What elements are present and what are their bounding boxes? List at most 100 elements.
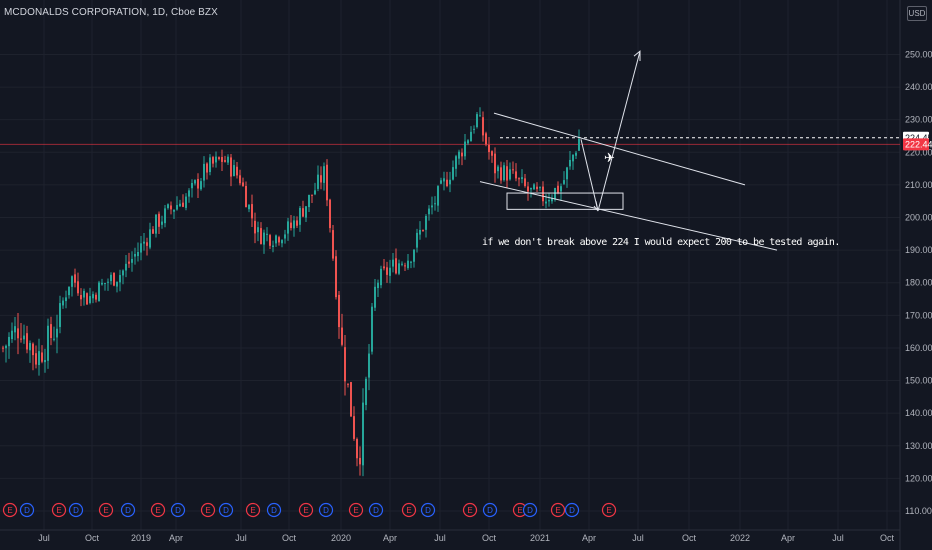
candle-body	[401, 263, 403, 265]
candle-body	[104, 282, 106, 284]
event-marker-label: D	[373, 506, 379, 515]
projection-down-line	[580, 139, 599, 212]
y-tick-label: 190.00	[905, 245, 932, 255]
candle-body	[479, 115, 481, 117]
earnings-marker	[298, 502, 314, 518]
candle-body	[62, 300, 64, 306]
price-label-bg	[903, 138, 929, 151]
projection-up-line	[597, 51, 641, 212]
candle-body	[335, 256, 337, 298]
currency-badge[interactable]: USD	[907, 6, 927, 21]
candle-body	[572, 154, 574, 162]
candle-body	[446, 179, 448, 186]
candle-body	[287, 221, 289, 234]
candle-body	[29, 342, 31, 351]
candle-body	[8, 336, 10, 347]
candle-body	[356, 439, 358, 459]
candle-body	[167, 204, 169, 209]
candle-body	[554, 187, 556, 200]
candle-body	[320, 175, 322, 183]
candle-body	[65, 297, 67, 302]
x-tick-label: 2019	[131, 533, 151, 543]
candle-body	[389, 267, 391, 276]
candle-body	[158, 213, 160, 227]
y-tick-label: 200.00	[905, 213, 932, 223]
candlestick-series	[2, 107, 580, 477]
candle-body	[368, 353, 370, 378]
candle-body	[215, 156, 217, 163]
candle-body	[473, 128, 475, 130]
candle-body	[437, 186, 439, 206]
arrow-head	[593, 201, 599, 212]
candle-body	[230, 157, 232, 177]
candle-body	[131, 258, 133, 263]
dividend-marker	[170, 502, 186, 518]
price-axis[interactable]: 110.00 120.00 130.00 140.00 150.00 160.00 170.…	[905, 49, 932, 516]
candle-body	[149, 229, 151, 248]
candle-body	[116, 281, 118, 287]
candle-body	[305, 206, 307, 218]
candle-body	[41, 352, 43, 362]
y-tick-label: 250.00	[905, 49, 932, 59]
candle-body	[74, 274, 76, 283]
time-axis[interactable]: Jul Oct 2019 Apr Jul Oct 2020 Apr Jul Oct 2021 Apr J…	[38, 533, 894, 543]
price-label: 224.45	[905, 133, 932, 143]
y-tick-label: 120.00	[905, 473, 932, 483]
earnings-marker	[348, 502, 364, 518]
candle-body	[323, 166, 325, 183]
event-marker-label: D	[73, 506, 79, 515]
candle-body	[539, 187, 541, 189]
candle-body	[56, 328, 58, 338]
candle-body	[122, 270, 124, 276]
candle-body	[11, 330, 13, 340]
event-marker-label: E	[467, 506, 472, 515]
event-marker-label: E	[250, 506, 255, 515]
candle-body	[314, 190, 316, 195]
event-marker-label: D	[223, 506, 229, 515]
candle-body	[317, 174, 319, 189]
y-tick-label: 130.00	[905, 441, 932, 451]
candle-body	[293, 220, 295, 229]
candle-body	[110, 274, 112, 282]
event-marker-label: E	[303, 506, 308, 515]
candle-body	[59, 303, 61, 327]
candle-body	[515, 171, 517, 179]
candle-body	[386, 267, 388, 275]
candle-body	[485, 133, 487, 145]
candle-body	[23, 335, 25, 340]
candle-body	[251, 204, 253, 219]
candle-body	[128, 261, 130, 264]
candle-body	[350, 382, 352, 417]
candle-body	[200, 181, 202, 190]
candle-body	[53, 338, 55, 340]
candle-body	[329, 199, 331, 229]
dividend-marker	[120, 502, 136, 518]
candle-body	[530, 187, 532, 190]
candle-body	[413, 249, 415, 262]
candle-body	[548, 200, 550, 202]
candle-body	[488, 144, 490, 153]
dividend-marker	[266, 502, 282, 518]
candle-body	[137, 252, 139, 257]
x-tick-label: 2020	[331, 533, 351, 543]
candle-body	[509, 169, 511, 180]
event-marker-label: D	[487, 506, 493, 515]
candle-body	[398, 263, 400, 274]
candle-body	[359, 457, 361, 465]
candle-body	[347, 383, 349, 385]
candle-body	[407, 260, 409, 269]
candle-body	[179, 203, 181, 207]
candle-body	[38, 351, 40, 366]
candle-body	[161, 221, 163, 225]
candle-body	[125, 263, 127, 271]
candle-body	[527, 186, 529, 192]
candle-body	[464, 141, 466, 157]
candle-body	[86, 293, 88, 305]
candle-body	[176, 205, 178, 210]
candle-body	[422, 230, 424, 232]
candle-body	[20, 338, 22, 340]
x-tick-label: Jul	[434, 533, 446, 543]
candle-body	[383, 266, 385, 269]
